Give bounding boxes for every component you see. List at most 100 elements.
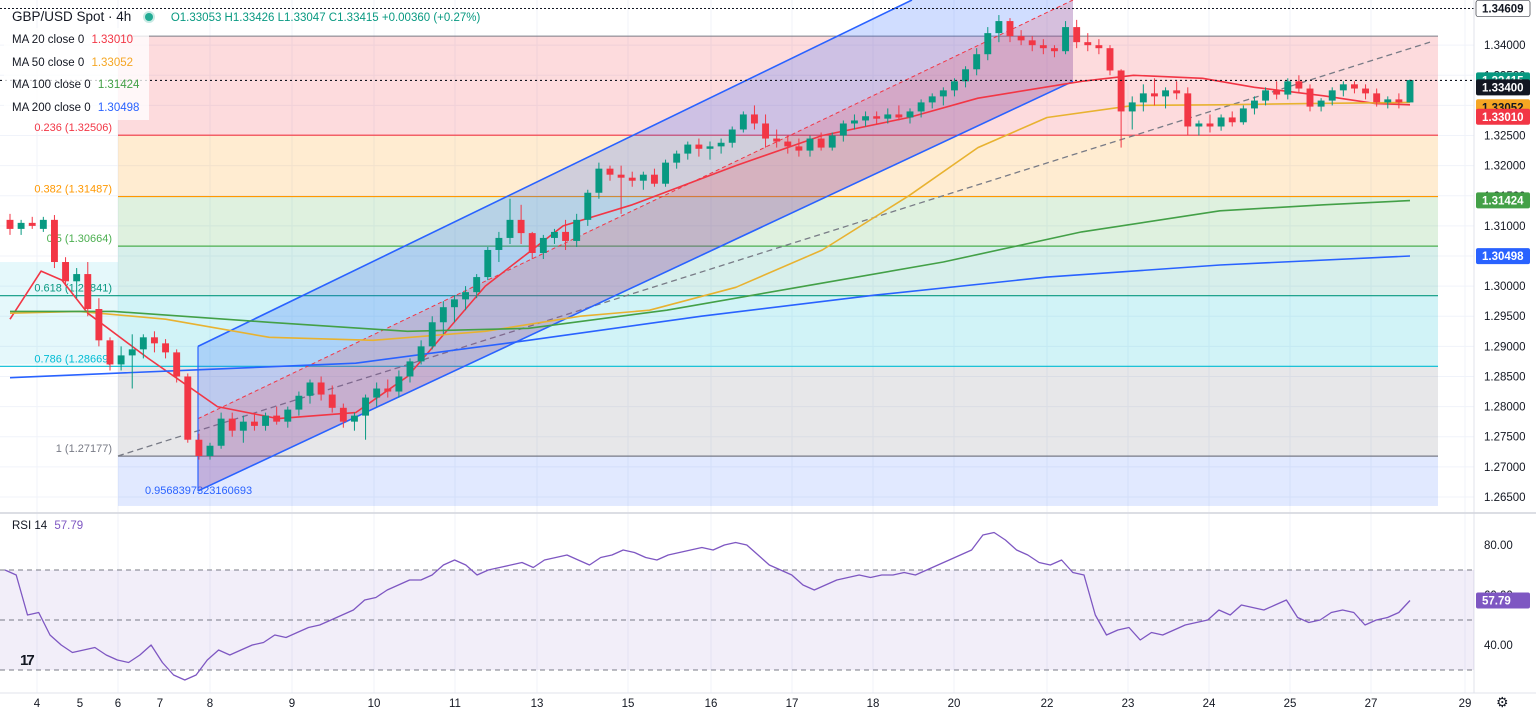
candle-body-111 <box>1239 108 1247 123</box>
candle-42 <box>473 274 481 299</box>
candle-73 <box>817 132 825 151</box>
candle-115 <box>1284 78 1292 100</box>
ma20-legend-label: MA 20 close 0 <box>12 34 85 46</box>
candle-60 <box>673 150 681 169</box>
candle-body-78 <box>873 116 881 119</box>
candle-52 <box>584 189 592 226</box>
candle-101 <box>1128 96 1136 130</box>
candle-body-1 <box>17 222 25 229</box>
candle-81 <box>906 108 914 124</box>
date-tick-label-8: 13 <box>531 698 544 710</box>
candle-34 <box>384 379 392 398</box>
candle-body-53 <box>595 168 603 193</box>
tradingview-logo-icon[interactable]: 17 <box>20 652 35 669</box>
candle-9 <box>106 337 114 371</box>
price-badge-bg-4 <box>1476 108 1530 125</box>
candle-109 <box>1217 114 1225 131</box>
ma50-legend[interactable]: MA 50 close 0 1.33052 <box>12 57 133 69</box>
ma100-legend[interactable]: MA 100 close 0 1.31424 <box>12 79 139 91</box>
candle-3 <box>39 216 47 232</box>
candle-108 <box>1206 114 1214 133</box>
channel-mid-line <box>197 0 1074 420</box>
candle-99 <box>1106 45 1114 76</box>
candle-body-55 <box>617 174 625 178</box>
candle-body-13 <box>151 337 158 344</box>
candle-body-64 <box>717 142 725 147</box>
candle-body-21 <box>239 421 247 431</box>
candle-38 <box>428 316 436 350</box>
rsi-badge-bg <box>1476 592 1530 609</box>
ohlc-readout: O1.33053 H1.33426 L1.33047 C1.33415 +0.0… <box>170 12 481 24</box>
candle-7 <box>84 262 92 317</box>
candle-body-60 <box>673 153 681 163</box>
date-tick-label-1: 5 <box>77 698 83 710</box>
candle-84 <box>939 87 947 106</box>
candle-body-37 <box>417 346 425 362</box>
candle-body-74 <box>828 135 836 148</box>
candle-105 <box>1173 81 1181 100</box>
candle-body-122 <box>1362 88 1369 94</box>
ma200-legend[interactable]: MA 200 close 0 1.30498 <box>12 102 139 114</box>
candle-body-88 <box>984 33 992 55</box>
candle-88 <box>984 27 992 61</box>
candle-17 <box>195 433 203 460</box>
candle-body-11 <box>128 349 136 356</box>
candle-39 <box>439 301 447 335</box>
candle-body-82 <box>917 102 925 112</box>
price-tick-label-12: 1.28000 <box>1484 402 1526 414</box>
date-tick-label-16: 24 <box>1203 698 1216 710</box>
gear-icon[interactable]: ⚙ <box>1496 694 1509 710</box>
ma20-line <box>9 74 1411 420</box>
fib-level-label-4: 0.786 (1.28669) <box>34 353 112 365</box>
candle-66 <box>739 111 747 133</box>
symbol-title[interactable]: GBP/USD Spot · 4h <box>12 9 132 24</box>
price-tick-label-9: 1.29500 <box>1484 311 1526 323</box>
candle-97 <box>1084 33 1092 52</box>
candle-92 <box>1028 36 1036 52</box>
candle-48 <box>539 234 547 260</box>
candle-body-10 <box>117 355 125 365</box>
price-tick-label-11: 1.28500 <box>1484 371 1526 383</box>
candle-body-85 <box>951 81 958 91</box>
candle-body-79 <box>884 114 892 119</box>
candle-body-119 <box>1328 90 1336 101</box>
candle-77 <box>862 111 869 127</box>
candle-body-121 <box>1351 84 1358 89</box>
candle-76 <box>851 114 858 130</box>
candle-body-118 <box>1317 100 1325 107</box>
candle-16 <box>184 373 192 443</box>
candle-61 <box>684 141 692 160</box>
fib-level-label-1: 0.382 (1.31487) <box>34 184 112 196</box>
candle-104 <box>1162 87 1169 109</box>
candle-body-109 <box>1217 117 1225 127</box>
price-tick-label-13: 1.27500 <box>1484 432 1526 444</box>
candle-51 <box>573 213 581 247</box>
candle-body-114 <box>1273 90 1281 95</box>
candle-107 <box>1195 120 1203 136</box>
candle-body-5 <box>62 262 69 282</box>
candle-body-93 <box>1039 45 1047 49</box>
rsi-legend[interactable]: RSI 14 57.79 <box>12 520 83 532</box>
price-badge-5: 1.31424 <box>1482 195 1524 207</box>
candle-29 <box>328 385 336 413</box>
candle-106 <box>1184 87 1192 136</box>
date-tick-label-2: 6 <box>115 698 121 710</box>
candle-body-3 <box>39 219 47 229</box>
candle-body-15 <box>173 352 181 377</box>
candle-body-62 <box>695 144 703 149</box>
candle-body-26 <box>295 395 303 410</box>
ma20-legend[interactable]: MA 20 close 0 1.33010 <box>12 34 133 46</box>
ma100-line <box>10 199 1411 333</box>
fib-level-label-0: 0.236 (1.32506) <box>34 122 112 134</box>
candle-15 <box>173 349 181 383</box>
price-badge-bg-6 <box>1476 248 1530 265</box>
candle-32 <box>362 394 369 440</box>
candle-49 <box>551 228 558 244</box>
candle-69 <box>773 129 781 148</box>
rsi-legend-value: 57.79 <box>54 520 84 532</box>
rsi-line <box>4 531 1411 681</box>
candle-5 <box>62 257 69 287</box>
symbol-header[interactable]: GBP/USD Spot · 4h O1.33053 H1.33426 L1.3… <box>12 9 480 24</box>
price-badge-6: 1.30498 <box>1482 251 1524 263</box>
